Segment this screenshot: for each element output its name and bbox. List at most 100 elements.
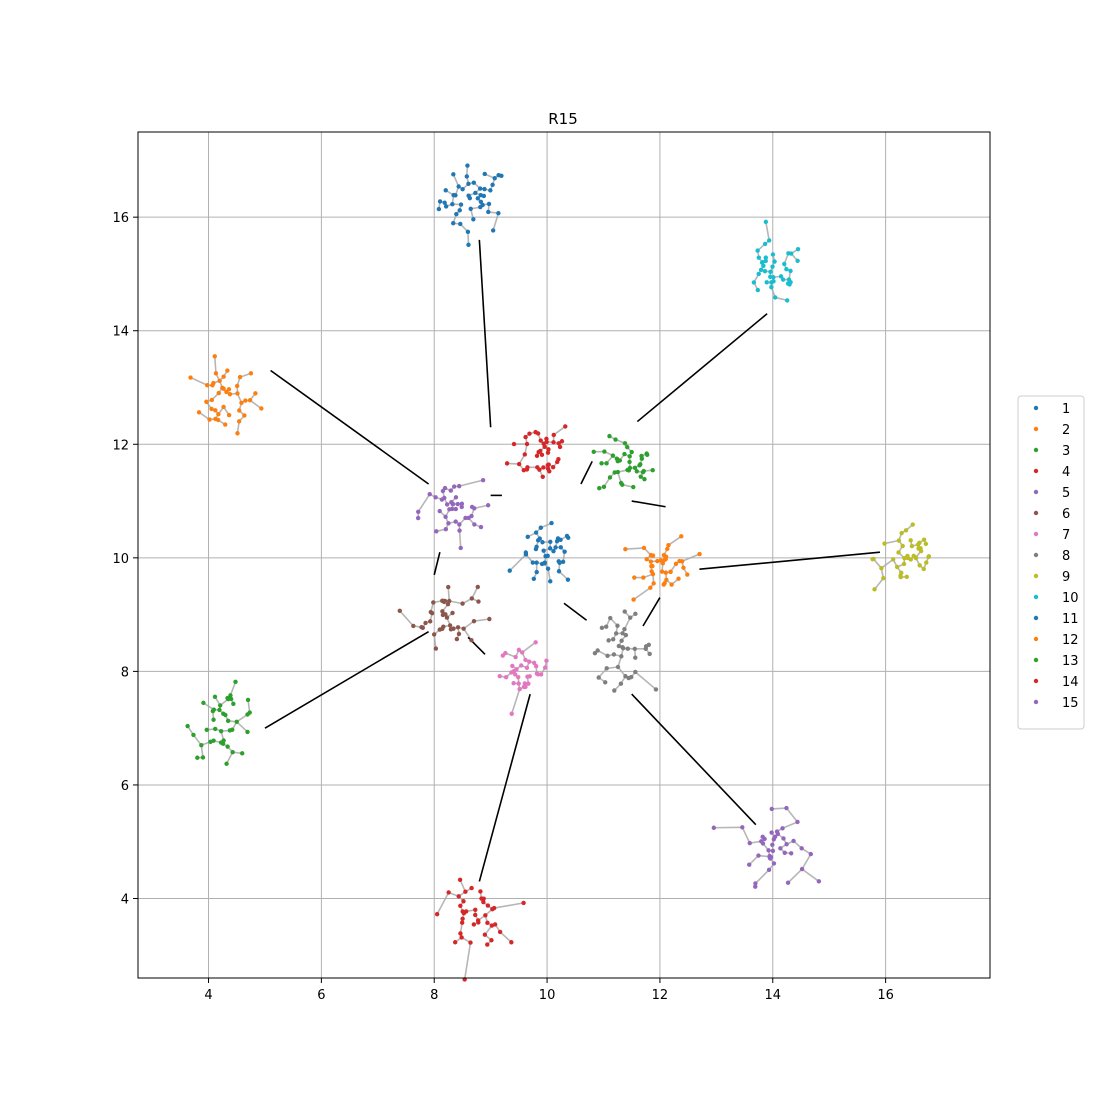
- x-tick-label: 12: [652, 988, 669, 1003]
- data-point-series-12: [659, 569, 665, 574]
- data-point-series-14: [489, 938, 494, 943]
- legend-marker-12: [1033, 636, 1039, 642]
- data-point-series-7: [516, 675, 521, 680]
- data-point-series-10: [770, 264, 775, 269]
- data-point-series-5: [756, 853, 761, 858]
- data-point-series-5: [768, 854, 774, 860]
- data-point-series-13: [211, 738, 216, 743]
- data-point-series-1: [460, 186, 465, 192]
- plot-frame: [137, 131, 991, 979]
- data-point-series-9: [904, 574, 909, 579]
- data-point-series-13: [223, 712, 228, 718]
- data-point-series-1: [471, 217, 476, 222]
- data-point-series-6: [431, 600, 436, 605]
- data-point-series-7: [519, 650, 525, 655]
- data-point-series-8: [599, 625, 605, 631]
- data-point-series-2: [253, 391, 258, 396]
- data-point-series-1: [458, 202, 464, 207]
- data-point-series-12: [650, 563, 655, 569]
- data-point-series-12: [641, 575, 646, 580]
- data-point-series-11: [534, 544, 539, 549]
- data-point-series-9: [918, 548, 924, 554]
- data-point-series-11: [531, 576, 537, 581]
- legend-label-6: 6: [1062, 507, 1070, 522]
- data-point-series-5: [770, 848, 776, 854]
- data-point-series-1: [482, 186, 487, 192]
- data-point-series-2: [209, 406, 214, 412]
- data-point-series-14: [475, 918, 481, 923]
- data-point-series-3: [627, 459, 632, 465]
- data-point-series-10: [755, 248, 760, 253]
- data-point-series-9: [899, 530, 904, 536]
- data-point-series-2: [213, 371, 219, 376]
- data-point-series-5: [799, 866, 805, 872]
- data-point-series-12: [676, 576, 681, 581]
- data-point-series-3: [638, 474, 643, 479]
- data-point-series-5: [781, 836, 786, 841]
- data-point-series-12: [660, 560, 666, 566]
- data-point-series-5: [771, 861, 777, 866]
- data-point-series-8: [595, 648, 600, 653]
- y-tick-label: 16: [112, 211, 129, 226]
- data-point-series-4: [536, 449, 541, 455]
- data-point-series-14: [473, 912, 478, 918]
- data-point-series-8: [615, 664, 621, 670]
- data-point-series-2: [237, 374, 243, 380]
- mst-edge: [633, 587, 651, 601]
- data-point-series-15: [453, 519, 458, 524]
- bridge-edge: [580, 460, 593, 485]
- data-point-series-4: [524, 441, 530, 447]
- data-point-series-10: [788, 268, 793, 274]
- data-point-series-10: [795, 258, 800, 264]
- data-point-series-6: [420, 625, 425, 631]
- data-point-series-12: [664, 577, 669, 583]
- data-point-series-4: [550, 465, 556, 470]
- data-point-series-3: [644, 451, 649, 456]
- data-point-series-13: [204, 727, 209, 733]
- data-point-series-12: [679, 534, 684, 539]
- data-point-series-15: [458, 545, 463, 551]
- data-point-series-4: [504, 461, 510, 466]
- legend-label-4: 4: [1062, 465, 1070, 480]
- mst-edge: [458, 530, 462, 549]
- data-point-series-7: [533, 663, 539, 669]
- data-point-series-7: [509, 670, 514, 675]
- data-point-series-9: [882, 541, 887, 546]
- data-point-series-5: [760, 834, 765, 840]
- data-point-series-10: [772, 259, 777, 264]
- data-point-series-8: [622, 627, 627, 632]
- data-point-series-8: [628, 615, 633, 620]
- data-point-series-3: [634, 469, 640, 474]
- data-point-series-8: [632, 646, 638, 651]
- mst-edge: [447, 586, 451, 602]
- mst-edge: [771, 807, 787, 810]
- data-point-series-8: [615, 623, 620, 628]
- data-point-series-10: [778, 274, 784, 279]
- data-point-series-12: [648, 585, 653, 590]
- data-point-series-4: [551, 440, 556, 445]
- data-point-series-6: [433, 646, 439, 651]
- data-point-series-2: [216, 411, 221, 417]
- data-point-series-1: [492, 176, 497, 181]
- data-point-series-2: [188, 375, 193, 380]
- data-point-series-2: [205, 382, 210, 388]
- data-point-series-1: [451, 220, 456, 226]
- data-point-series-7: [525, 674, 530, 679]
- legend-label-5: 5: [1062, 486, 1070, 501]
- data-point-series-4: [541, 465, 546, 470]
- data-point-series-5: [780, 826, 785, 831]
- data-point-series-2: [236, 419, 242, 424]
- data-point-series-6: [445, 602, 451, 607]
- data-point-series-3: [607, 433, 612, 439]
- data-point-series-1: [496, 211, 501, 216]
- mst-edge: [785, 807, 799, 823]
- data-point-series-3: [629, 449, 634, 455]
- data-point-series-2: [242, 413, 247, 418]
- y-tick-label: 12: [112, 438, 129, 453]
- data-point-series-8: [620, 645, 625, 650]
- mst-edge: [462, 628, 473, 641]
- data-point-series-5: [784, 842, 789, 847]
- data-point-series-9: [902, 556, 907, 561]
- data-point-series-2: [259, 406, 264, 411]
- data-point-series-10: [770, 252, 776, 257]
